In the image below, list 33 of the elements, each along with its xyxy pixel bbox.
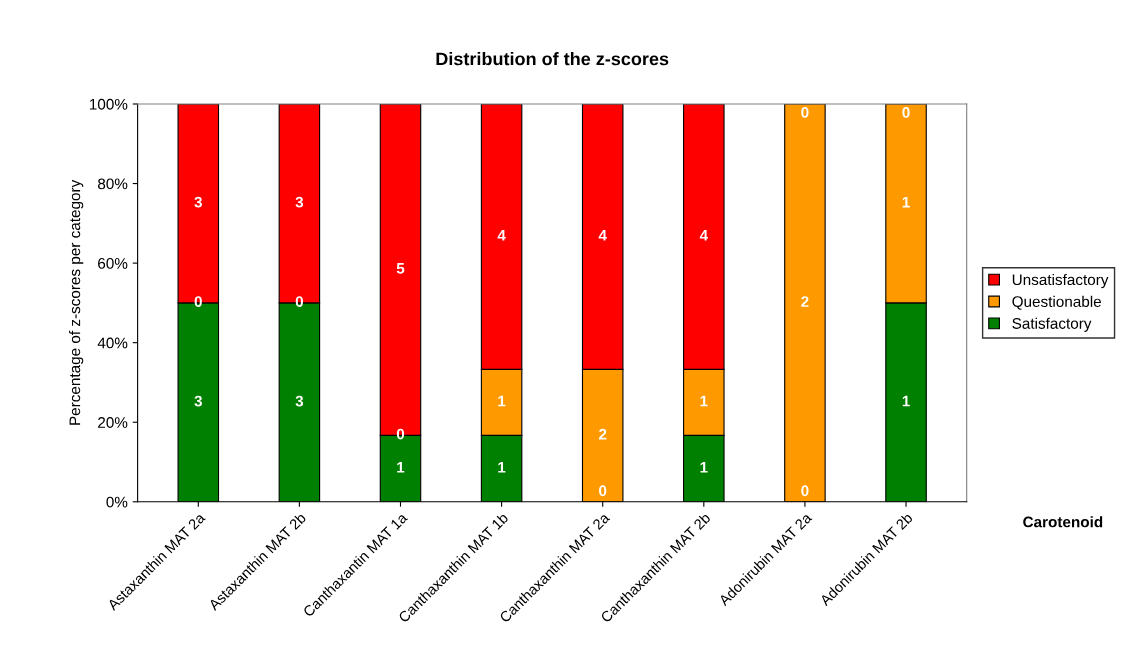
y-tick-label: 80% [97, 178, 128, 190]
annotation: 4 [497, 230, 506, 241]
y-tick-label: 60% [98, 257, 128, 269]
annotation: 1 [498, 395, 506, 407]
annotation: 4 [699, 230, 708, 241]
annotation: 0 [801, 485, 809, 497]
annotation: 0 [801, 107, 809, 118]
y-tick-label: 40% [97, 337, 128, 349]
annotation: 2 [598, 428, 607, 440]
annotation: 3 [295, 395, 304, 407]
annotation: 1 [700, 395, 708, 407]
annotation: 1 [902, 196, 910, 208]
y-axis-title: Percentage of z-scores per category [69, 179, 84, 425]
legend-label: Questionable [1012, 295, 1102, 310]
annotation: 2 [801, 296, 809, 307]
chart-title: Distribution of the z-scores [436, 52, 669, 66]
annotation: 1 [700, 462, 708, 473]
y-tick-label: 100% [89, 98, 128, 110]
annotation: 3 [295, 196, 304, 208]
annotation: 1 [902, 395, 910, 407]
annotation: 0 [902, 107, 910, 118]
x-axis-title: Carotenoid [1023, 516, 1103, 528]
annotation: 3 [194, 196, 202, 208]
annotation: 4 [598, 230, 607, 241]
legend-label: Unsatisfactory [1012, 273, 1109, 289]
annotation: 3 [194, 395, 202, 407]
annotation: 0 [599, 485, 607, 497]
y-tick-label: 0% [106, 496, 128, 508]
legend-label: Satisfactory [1012, 317, 1092, 332]
annotation: 5 [396, 263, 405, 274]
annotation: 1 [397, 462, 405, 473]
y-tick-label: 20% [98, 417, 128, 428]
annotation: 1 [498, 462, 506, 473]
